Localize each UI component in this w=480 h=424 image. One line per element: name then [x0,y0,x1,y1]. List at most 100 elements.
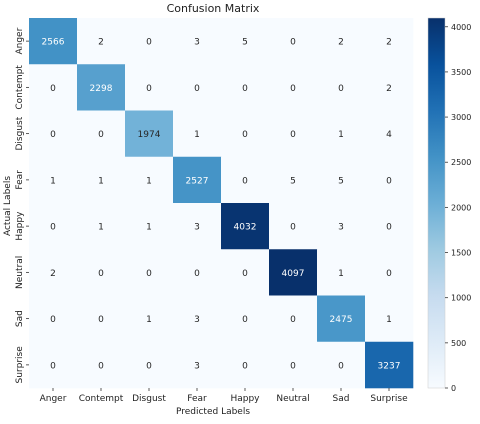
y-tick-label: Contempt [15,65,25,110]
x-tick-label: Disgust [132,394,166,404]
heatmap-cell [269,249,318,296]
cell-value-label: 0 [242,269,248,279]
heatmap-cell [125,18,174,65]
heatmap-cell [173,295,222,343]
cell-value-label: 1 [50,176,56,186]
cell-value-label: 1 [98,223,104,233]
heatmap-cell [29,18,78,65]
heatmap-cell [317,249,366,296]
heatmap-cell [29,295,78,343]
colorbar-tick-label: 2500 [451,158,471,167]
cell-value-label: 0 [242,176,248,186]
heatmap-cell [29,341,78,389]
cell-value-label: 0 [290,130,296,140]
y-tick-label: Anger [15,27,25,54]
cell-value-label: 0 [290,223,296,233]
heatmap-cell [269,18,318,65]
cell-value-label: 0 [98,315,104,325]
cell-value-label: 2566 [42,38,65,48]
cell-value-label: 0 [338,84,344,94]
cell-value-label: 3 [194,38,200,48]
x-axis-label: Predicted Labels [176,407,250,417]
cell-value-label: 0 [50,130,56,140]
heatmap-cell [317,341,366,389]
colorbar-tick-label: 3000 [451,113,471,122]
heatmap-cell [269,295,318,343]
cell-value-label: 0 [146,84,152,94]
colorbar-tick-label: 4000 [451,23,471,32]
y-tick-label: Neutral [15,256,25,289]
cell-value-label: 1974 [138,130,161,140]
cell-value-label: 4 [386,130,392,140]
heatmap-cell [317,203,366,250]
cell-value-label: 0 [386,269,392,279]
heatmap-cell [77,249,126,296]
cell-value-label: 0 [242,84,248,94]
heatmap-cell [29,64,78,111]
heatmap-cell [317,18,366,65]
x-tick-label: Happy [230,394,260,404]
cell-value-label: 0 [290,38,296,48]
heatmap-cell [125,110,174,158]
heatmap-cell [173,64,222,111]
cell-value-label: 2298 [90,84,113,94]
cell-value-label: 3 [194,361,200,371]
cell-value-label: 1 [194,130,200,140]
x-tick-label: Surprise [370,394,408,404]
cell-value-label: 2475 [330,315,353,325]
cell-value-label: 5 [242,38,248,48]
heatmap-cell [77,295,126,343]
heatmap-cell [365,18,414,65]
cell-value-label: 0 [146,38,152,48]
cell-value-label: 1 [386,315,392,325]
heatmap-cell [221,64,270,111]
heatmap-cell [77,156,126,204]
cell-value-label: 0 [242,361,248,371]
cell-value-label: 0 [242,130,248,140]
y-tick-label: Fear [15,170,25,190]
cell-value-label: 0 [242,315,248,325]
y-tick-label: Sad [15,310,25,327]
cell-value-label: 0 [194,269,200,279]
heatmap-cell [221,249,270,296]
y-tick-label: Disgust [15,116,25,150]
cell-value-label: 3 [338,223,344,233]
heatmap-cell [317,64,366,111]
heatmap-cell [365,295,414,343]
heatmap-cell [173,203,222,250]
cell-value-label: 0 [98,361,104,371]
heatmap-cell [125,156,174,204]
heatmap-cell [269,341,318,389]
cell-value-label: 0 [146,361,152,371]
heatmap-cell [77,341,126,389]
x-tick-labels: Anger Contempt Disgust Fear Happy Neutral Sad S… [40,388,408,404]
heatmap-cell [125,249,174,296]
heatmap-cell [125,295,174,343]
colorbar-ticks: 0 500 1000 1500 2000 2500 3000 3500 4000 [445,23,471,393]
heatmap-cell [317,110,366,158]
heatmap-cells: 2566 2 0 3 5 0 2 2 0 2298 0 0 0 0 0 2 0 0 1974 1 0 0 1 4 1 1 1 2527… [29,18,414,389]
cell-value-label: 0 [98,269,104,279]
cell-value-label: 0 [50,315,56,325]
cell-value-label: 3 [194,223,200,233]
heatmap-cell [77,203,126,250]
heatmap-cell [77,64,126,111]
cell-value-label: 0 [146,269,152,279]
x-tick-label: Contempt [79,394,124,404]
heatmap-cell [125,341,174,389]
y-tick-label: Surprise [15,346,25,384]
cell-value-label: 1 [338,269,344,279]
cell-value-label: 0 [338,361,344,371]
cell-value-label: 1 [146,223,152,233]
heatmap-cell [365,64,414,111]
cell-value-label: 1 [146,176,152,186]
heatmap-cell [365,341,414,389]
heatmap-cell [365,156,414,204]
heatmap-cell [125,203,174,250]
cell-value-label: 2 [338,38,344,48]
cell-value-label: 0 [386,223,392,233]
heatmap-cell [221,110,270,158]
heatmap-cell [29,110,78,158]
cell-value-label: 0 [290,361,296,371]
